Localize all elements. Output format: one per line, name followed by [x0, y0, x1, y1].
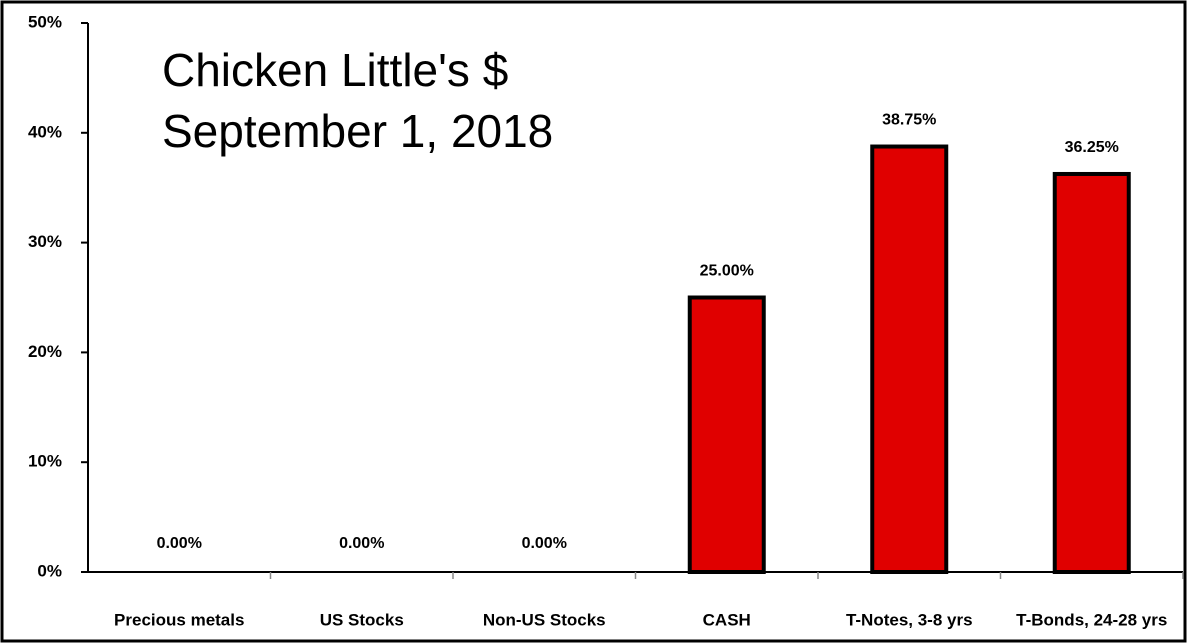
bar	[870, 144, 949, 574]
bar	[687, 295, 766, 574]
y-tick-label: 50%	[28, 12, 62, 31]
y-tick-label: 40%	[28, 122, 62, 141]
x-tick-label: T-Bonds, 24-28 yrs	[1016, 610, 1167, 629]
y-tick-label: 10%	[28, 452, 62, 471]
x-tick-label: Precious metals	[114, 610, 244, 629]
value-label: 0.00%	[157, 535, 202, 552]
chart-title: Chicken Little's $	[162, 44, 508, 96]
value-label: 0.00%	[339, 535, 384, 552]
value-label: 38.75%	[882, 112, 936, 129]
y-tick-label: 20%	[28, 342, 62, 361]
y-tick-label: 30%	[28, 232, 62, 251]
chart-subtitle: September 1, 2018	[162, 105, 553, 157]
x-tick-label: CASH	[703, 610, 751, 629]
x-tick-label: US Stocks	[320, 610, 404, 629]
bar	[1052, 171, 1131, 574]
value-label: 0.00%	[522, 535, 567, 552]
x-tick-label: T-Notes, 3-8 yrs	[846, 610, 973, 629]
value-label: 25.00%	[700, 263, 754, 280]
y-tick-label: 0%	[37, 561, 62, 580]
value-label: 36.25%	[1065, 139, 1119, 156]
x-tick-label: Non-US Stocks	[483, 610, 606, 629]
